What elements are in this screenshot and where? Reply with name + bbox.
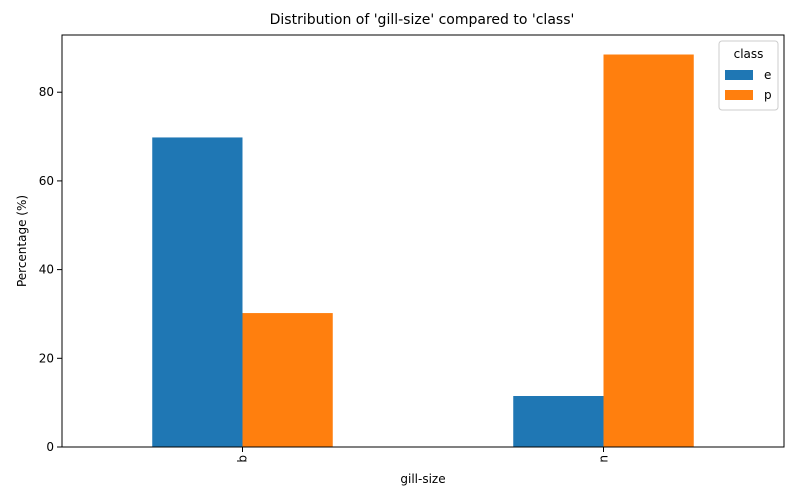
bars bbox=[152, 54, 694, 447]
legend: class ep bbox=[718, 40, 779, 111]
plot-frame bbox=[61, 34, 785, 448]
y-tick-label: 20 bbox=[39, 351, 54, 365]
y-axis-ticks: 0 20 40 60 80 bbox=[39, 85, 62, 454]
legend-items: ep bbox=[725, 68, 772, 102]
legend-swatch-e bbox=[725, 70, 753, 80]
y-tick-label: 0 bbox=[46, 440, 54, 454]
y-axis-label: Percentage (%) bbox=[15, 195, 29, 287]
legend-label-p: p bbox=[764, 88, 772, 102]
bar-p-b bbox=[242, 313, 333, 447]
y-tick-label: 60 bbox=[39, 174, 54, 188]
y-tick-label: 80 bbox=[39, 85, 54, 99]
x-tick-label: b bbox=[236, 455, 250, 463]
bar-e-b bbox=[152, 137, 243, 447]
y-tick-label: 40 bbox=[39, 263, 54, 277]
bar-p-n bbox=[603, 54, 694, 447]
x-tick-label: n bbox=[597, 455, 611, 463]
legend-title: class bbox=[734, 47, 764, 61]
legend-swatch-p bbox=[725, 90, 753, 100]
x-axis-label: gill-size bbox=[400, 472, 445, 486]
legend-label-e: e bbox=[764, 68, 771, 82]
chart-title: Distribution of 'gill-size' compared to … bbox=[270, 12, 575, 28]
bar-e-n bbox=[513, 396, 604, 447]
